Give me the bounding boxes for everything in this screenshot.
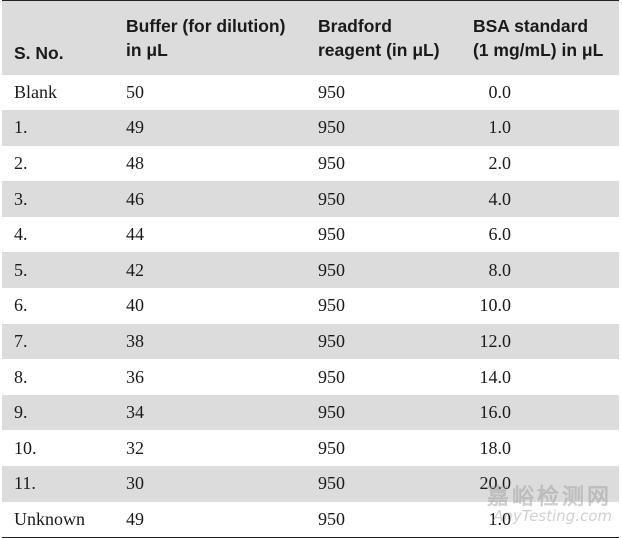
- cell-serial-number: 6.: [14, 295, 28, 316]
- cell-bradford-reagent: 950: [318, 224, 345, 245]
- cell-bsa-standard: 4.0: [488, 188, 512, 209]
- cell-serial-number: 9.: [14, 402, 28, 423]
- cell-serial-number: 4.: [14, 224, 28, 245]
- cell-serial-number: 5.: [14, 259, 28, 280]
- cell-bsa-standard: 1.0: [488, 508, 512, 529]
- header-row: S. No. Buffer (for dilution) in μL Bradf…: [2, 0, 619, 75]
- cell-buffer: 49: [126, 117, 144, 138]
- cell-buffer: 50: [126, 81, 144, 102]
- cell-serial-number: 2.: [14, 152, 28, 173]
- cell-bsa-standard: 16.0: [479, 402, 512, 423]
- cell-bsa-standard: 18.0: [479, 437, 512, 458]
- cell-bsa-standard: 10.0: [479, 295, 512, 316]
- cell-serial-number: Unknown: [14, 508, 85, 529]
- cell-buffer: 34: [126, 402, 144, 423]
- cell-bradford-reagent: 950: [318, 508, 345, 529]
- table-header: S. No. Buffer (for dilution) in μL Bradf…: [2, 0, 619, 75]
- cell-bradford-reagent: 950: [318, 473, 345, 494]
- cell-buffer: 36: [126, 366, 144, 387]
- cell-bsa-standard: 12.0: [479, 330, 512, 351]
- table-row: 11. 30 950 20.0: [2, 466, 619, 502]
- cell-buffer: 38: [126, 330, 144, 351]
- cell-bsa-standard: 2.0: [488, 152, 512, 173]
- cell-bsa-standard: 20.0: [479, 473, 512, 494]
- table-row: Unknown 49 950 1.0: [2, 501, 619, 538]
- cell-bradford-reagent: 950: [318, 402, 345, 423]
- cell-buffer: 40: [126, 295, 144, 316]
- table-row: 8. 36 950 14.0: [2, 359, 619, 395]
- table-row: 9. 34 950 16.0: [2, 394, 619, 431]
- cell-buffer: 30: [126, 473, 144, 494]
- cell-bradford-reagent: 950: [318, 366, 345, 387]
- cell-serial-number: 1.: [14, 117, 28, 138]
- cell-bradford-reagent: 950: [318, 259, 345, 280]
- cell-bsa-standard: 1.0: [488, 117, 512, 138]
- cell-bradford-reagent: 950: [318, 295, 345, 316]
- header-buffer: Buffer (for dilution) in μL: [126, 15, 286, 60]
- cell-serial-number: 3.: [14, 188, 28, 209]
- cell-bsa-standard: 0.0: [488, 81, 512, 102]
- cell-serial-number: 8.: [14, 366, 28, 387]
- table-row: 1. 49 950 1.0: [2, 110, 619, 146]
- table-row: Blank 50 950 0.0: [2, 74, 619, 111]
- cell-serial-number: 10.: [14, 437, 37, 458]
- cell-buffer: 32: [126, 437, 144, 458]
- cell-buffer: 48: [126, 152, 144, 173]
- cell-bradford-reagent: 950: [318, 117, 345, 138]
- cell-serial-number: 7.: [14, 330, 28, 351]
- table-row: 2. 48 950 2.0: [2, 145, 619, 182]
- cell-buffer: 49: [126, 508, 144, 529]
- header-bsa-standard: BSA standard (1 mg/mL) in μL: [473, 15, 604, 60]
- table-row: 10. 32 950 18.0: [2, 430, 619, 467]
- cell-bradford-reagent: 950: [318, 437, 345, 458]
- cell-bradford-reagent: 950: [318, 81, 345, 102]
- cell-buffer: 46: [126, 188, 144, 209]
- cell-bsa-standard: 8.0: [488, 259, 512, 280]
- table-row: 5. 42 950 8.0: [2, 252, 619, 289]
- cell-serial-number: Blank: [14, 81, 57, 102]
- table-body: Blank 50 950 0.0 1. 49 950 1.0 2. 48 950 2.0 3. 46 950…: [2, 74, 619, 538]
- header-serial-number: S. No.: [14, 42, 64, 63]
- cell-buffer: 44: [126, 224, 144, 245]
- cell-bradford-reagent: 950: [318, 152, 345, 173]
- cell-serial-number: 11.: [14, 473, 36, 494]
- header-bradford-reagent: Bradford reagent (in μL): [318, 15, 440, 60]
- table-row: 4. 44 950 6.0: [2, 216, 619, 253]
- cell-buffer: 42: [126, 259, 144, 280]
- table-row: 6. 40 950 10.0: [2, 288, 619, 324]
- cell-bsa-standard: 14.0: [479, 366, 512, 387]
- cell-bradford-reagent: 950: [318, 330, 345, 351]
- table-row: 7. 38 950 12.0: [2, 323, 619, 360]
- table-row: 3. 46 950 4.0: [2, 181, 619, 217]
- cell-bsa-standard: 6.0: [488, 224, 512, 245]
- cell-bradford-reagent: 950: [318, 188, 345, 209]
